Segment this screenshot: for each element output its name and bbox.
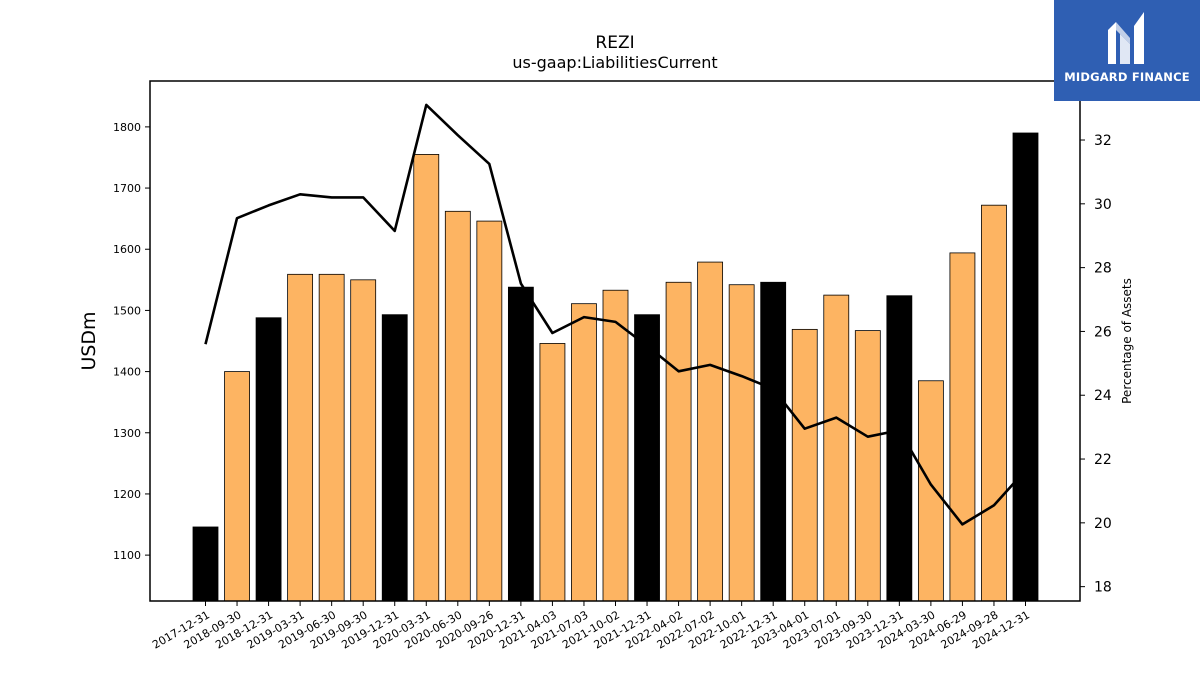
bars-layer — [192, 132, 1039, 602]
bar-2022-12-31 — [760, 281, 787, 602]
y2-tick-label: 24 — [1094, 388, 1112, 404]
chart-title: REZI — [595, 33, 634, 53]
left-axis: 1100 1200 1300 1400 1500 1600 1700 1800 — [113, 121, 150, 562]
bar-2023-07-01 — [823, 294, 850, 602]
midgard-logo-icon — [1108, 12, 1144, 64]
y-tick-label: 1500 — [113, 304, 141, 317]
y-axis-label: USDm — [78, 311, 100, 370]
y-tick-label: 1800 — [113, 121, 141, 134]
bar-2018-09-30 — [224, 371, 250, 602]
bar-2023-04-01 — [791, 328, 818, 602]
bar-2024-12-31 — [1012, 132, 1039, 602]
bar-2020-06-30 — [444, 210, 471, 602]
bar-2023-09-30 — [854, 330, 881, 602]
bar-2021-04-03 — [539, 343, 566, 602]
brand-name: MIDGARD FINANCE — [1064, 70, 1190, 84]
line-layer — [204, 103, 1027, 526]
y2-tick-label: 22 — [1094, 452, 1112, 468]
bar-2024-03-30 — [917, 380, 944, 602]
bar-2024-06-29 — [949, 252, 976, 602]
right-axis: 18 20 22 24 26 28 30 32 — [1080, 133, 1112, 596]
y-tick-label: 1300 — [113, 427, 141, 440]
bar-2017-12-31 — [192, 526, 219, 602]
bar-2019-12-31 — [381, 314, 408, 602]
brand-logo: MIDGARD FINANCE — [1054, 0, 1200, 101]
y2-tick-label: 32 — [1094, 133, 1112, 149]
percent-of-assets-line — [204, 103, 1027, 526]
bar-2019-03-31 — [287, 273, 314, 602]
bar-2022-07-02 — [697, 261, 724, 602]
y2-tick-label: 30 — [1094, 197, 1112, 213]
y-tick-label: 1600 — [113, 243, 141, 256]
bar-2019-09-30 — [350, 279, 377, 602]
bar-2020-09-26 — [476, 220, 503, 602]
bar-2020-03-31 — [413, 154, 440, 602]
y-tick-label: 1100 — [113, 549, 141, 562]
y-tick-label: 1400 — [113, 366, 141, 379]
bar-2020-12-31 — [507, 286, 534, 602]
y2-tick-label: 28 — [1094, 261, 1112, 277]
x-axis: 2017-12-312018-09-302018-12-312019-03-31… — [150, 601, 1032, 652]
bar-2021-12-31 — [634, 314, 660, 602]
y-tick-label: 1700 — [113, 182, 141, 195]
y2-tick-label: 20 — [1094, 516, 1112, 532]
y-tick-label: 1200 — [113, 488, 141, 501]
bar-2022-10-01 — [728, 284, 755, 602]
bar-2022-04-02 — [665, 281, 692, 602]
bar-2019-06-30 — [318, 273, 345, 602]
bar-2021-07-03 — [571, 303, 597, 602]
y2-tick-label: 18 — [1094, 580, 1112, 596]
chart-subtitle: us-gaap:LiabilitiesCurrent — [512, 53, 717, 72]
bar-2018-12-31 — [255, 317, 282, 602]
y2-axis-label: Percentage of Assets — [1120, 278, 1134, 404]
bar-2024-09-28 — [981, 204, 1007, 602]
y2-tick-label: 26 — [1094, 324, 1112, 340]
bar-2021-10-02 — [602, 289, 629, 602]
bar-2023-12-31 — [886, 295, 913, 602]
